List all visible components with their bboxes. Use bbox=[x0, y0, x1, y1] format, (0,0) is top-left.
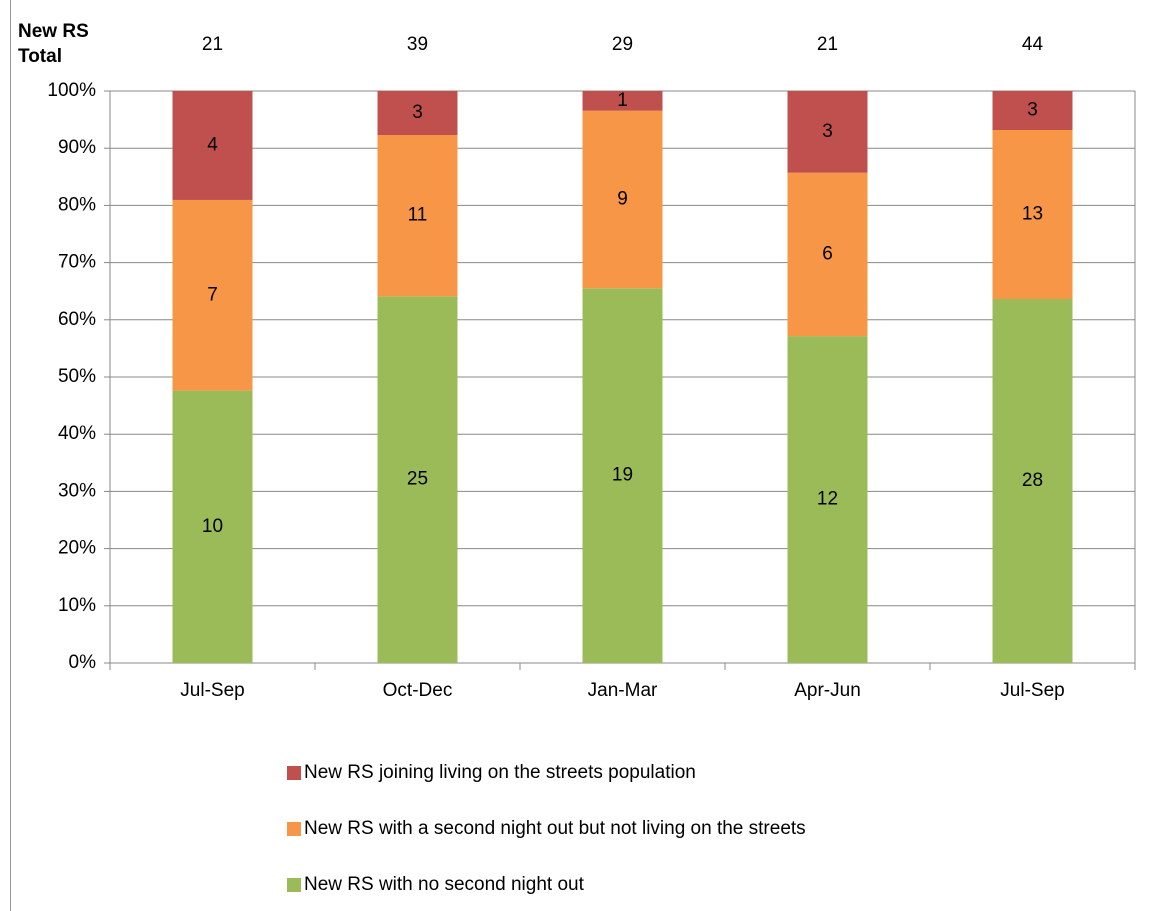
y-tick-label: 0% bbox=[69, 652, 97, 673]
legend-swatch bbox=[287, 766, 301, 780]
total-label: 21 bbox=[202, 34, 223, 55]
totals-label: Total bbox=[18, 46, 62, 67]
data-label: 12 bbox=[817, 489, 838, 510]
bar-segment bbox=[992, 91, 1073, 130]
legend-label: New RS joining living on the streets pop… bbox=[304, 762, 696, 783]
total-label: 44 bbox=[1022, 34, 1044, 55]
data-label: 10 bbox=[202, 516, 223, 537]
total-label: 39 bbox=[407, 34, 428, 55]
data-label: 3 bbox=[412, 102, 423, 123]
data-label: 11 bbox=[408, 205, 428, 226]
data-label: 4 bbox=[207, 134, 218, 155]
data-label: 28 bbox=[1022, 470, 1043, 491]
x-tick-label: Jan-Mar bbox=[588, 680, 658, 701]
data-label: 1 bbox=[617, 90, 628, 111]
bar-segment bbox=[582, 110, 663, 289]
y-tick-label: 40% bbox=[58, 423, 96, 444]
y-tick-label: 20% bbox=[58, 538, 96, 559]
y-tick-label: 60% bbox=[58, 309, 96, 330]
data-label: 13 bbox=[1022, 204, 1043, 225]
bar-segment bbox=[992, 299, 1073, 663]
bar-segment bbox=[582, 288, 663, 663]
x-tick-label: Oct-Dec bbox=[383, 680, 453, 701]
y-tick-label: 30% bbox=[58, 480, 96, 501]
y-tick-label: 10% bbox=[58, 595, 96, 616]
bar-segment bbox=[172, 390, 253, 663]
data-label: 3 bbox=[822, 121, 833, 142]
bar-segment bbox=[377, 91, 458, 135]
data-label: 9 bbox=[617, 188, 628, 209]
bar-segment bbox=[172, 199, 253, 391]
y-tick-label: 50% bbox=[58, 366, 96, 387]
y-tick-label: 90% bbox=[58, 137, 96, 158]
data-label: 25 bbox=[407, 469, 428, 490]
legend-swatch bbox=[287, 822, 301, 836]
bar-segment bbox=[787, 336, 868, 663]
x-tick-label: Jul-Sep bbox=[1000, 680, 1064, 701]
bar-segment bbox=[787, 172, 868, 337]
x-tick-label: Apr-Jun bbox=[794, 680, 861, 701]
x-tick-label: Jul-Sep bbox=[180, 680, 244, 701]
bar-segment bbox=[377, 135, 458, 297]
legend-label: New RS with a second night out but not l… bbox=[304, 818, 806, 839]
bar-segment bbox=[992, 130, 1073, 299]
bar-segment bbox=[377, 296, 458, 663]
total-label: 21 bbox=[817, 34, 838, 55]
bar-segment bbox=[787, 91, 868, 173]
total-label: 29 bbox=[612, 34, 633, 55]
y-tick-label: 100% bbox=[47, 80, 96, 101]
bar-segment bbox=[172, 91, 253, 200]
data-label: 19 bbox=[612, 465, 633, 486]
data-label: 6 bbox=[822, 243, 833, 264]
data-label: 3 bbox=[1027, 100, 1038, 121]
bar-segment bbox=[582, 91, 663, 111]
y-tick-label: 80% bbox=[58, 194, 96, 215]
frame bbox=[10, 0, 11, 911]
legend-label: New RS with no second night out bbox=[304, 874, 585, 895]
y-tick-label: 70% bbox=[58, 252, 96, 273]
totals-label: New RS bbox=[18, 21, 89, 42]
legend-swatch bbox=[287, 878, 301, 892]
data-label: 7 bbox=[207, 284, 218, 305]
